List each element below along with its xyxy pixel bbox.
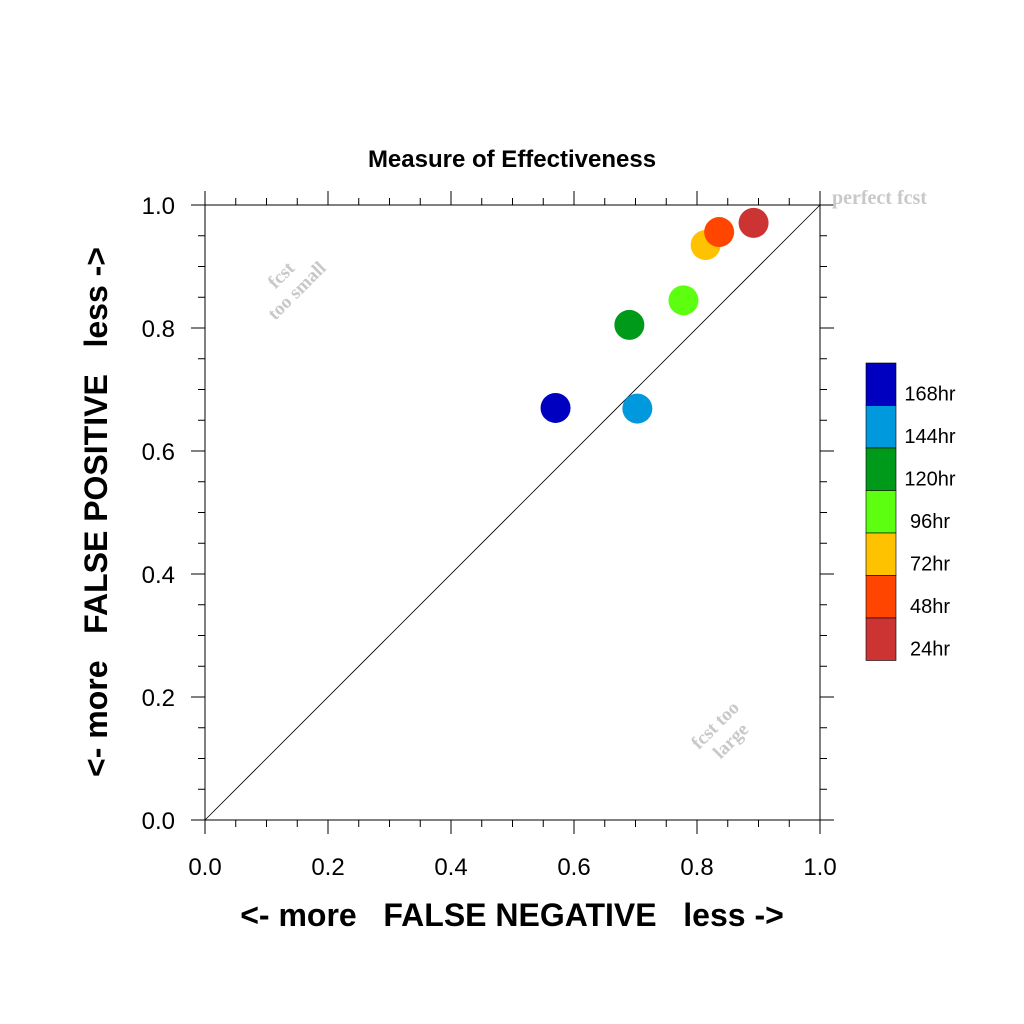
legend-swatch-48hr: [865, 575, 897, 619]
x-tick-label: 0.2: [311, 854, 344, 881]
tick-labels: 0.0 0.2 0.4 0.6 0.8 1.0 0.0 0.2 0.4 0.6 0.8 1.0: [142, 193, 837, 881]
perfect-forecast-annotation: perfect fcst: [832, 187, 927, 209]
legend-swatch-120hr: [865, 447, 897, 491]
legend-label-120hr: 120hr: [904, 468, 955, 490]
legend-swatch-168hr: [865, 362, 897, 406]
data-points: [540, 207, 769, 424]
y-axis-label: <- more FALSE POSITIVE less ->: [78, 247, 114, 777]
legend: 168hr 144hr 120hr 96hr 72hr 48hr 24hr: [865, 362, 956, 661]
legend-label-168hr: 168hr: [904, 383, 955, 405]
y-tick-label: 1.0: [142, 193, 175, 220]
legend-label-96hr: 96hr: [910, 511, 950, 533]
perfect-forecast-diagonal: [204, 204, 821, 821]
legend-label-72hr: 72hr: [910, 553, 950, 575]
legend-label-144hr: 144hr: [904, 426, 955, 448]
axis-ticks: [191, 191, 834, 834]
point-24hr: [738, 207, 769, 238]
too-large-annotation: fcst too large: [687, 697, 753, 763]
x-tick-label: 0.0: [188, 854, 221, 881]
point-168hr: [540, 392, 571, 423]
chart-title: Measure of Effectiveness: [368, 146, 656, 173]
legend-label-48hr: 48hr: [910, 596, 950, 618]
legend-label-24hr: 24hr: [910, 638, 950, 660]
x-tick-label: 1.0: [803, 854, 836, 881]
y-tick-label: 0.8: [142, 316, 175, 343]
point-96hr: [668, 285, 699, 316]
legend-swatch-96hr: [865, 490, 897, 534]
point-144hr: [622, 393, 653, 424]
point-48hr: [704, 217, 735, 248]
legend-swatch-72hr: [865, 532, 897, 576]
x-tick-label: 0.4: [434, 854, 467, 881]
x-tick-label: 0.6: [557, 854, 590, 881]
legend-swatch-24hr: [865, 617, 897, 661]
legend-swatch-144hr: [865, 405, 897, 449]
too-small-annotation: fcst too small: [264, 258, 331, 325]
y-tick-label: 0.2: [142, 685, 175, 712]
x-axis-label: <- more FALSE NEGATIVE less ->: [240, 897, 784, 933]
y-tick-label: 0.4: [142, 562, 175, 589]
point-120hr: [614, 309, 645, 340]
x-tick-label: 0.8: [680, 854, 713, 881]
y-tick-label: 0.0: [142, 808, 175, 835]
y-tick-label: 0.6: [142, 439, 175, 466]
